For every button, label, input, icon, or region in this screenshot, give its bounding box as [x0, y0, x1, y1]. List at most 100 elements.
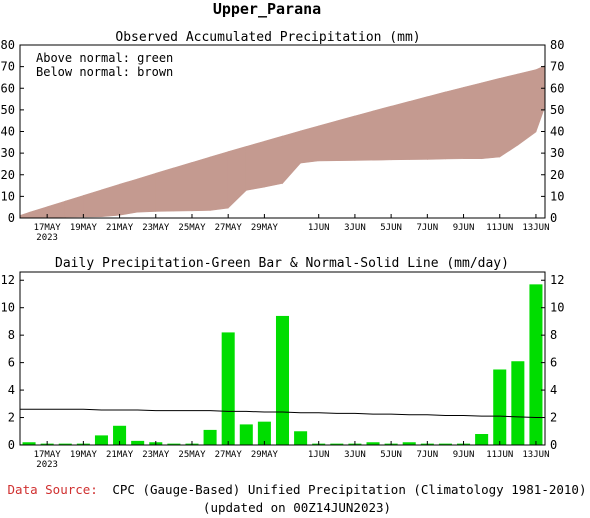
x-tick-label: 25MAY: [178, 450, 206, 460]
y-tick-label-left: 8: [8, 328, 15, 342]
x-tick-label: 23MAY: [142, 450, 170, 460]
below-normal-area: [83, 189, 102, 218]
below-normal-area: [28, 206, 48, 219]
below-normal-area: [173, 162, 193, 212]
y-tick-label-right: 50: [550, 103, 564, 117]
below-normal-area: [209, 151, 229, 211]
y-tick-label-left: 2: [8, 411, 15, 425]
below-normal-area: [191, 156, 211, 212]
x-tick-label: 9JUN: [453, 450, 475, 460]
y-tick-label-left: 10: [1, 189, 15, 203]
below-normal-area: [155, 167, 175, 212]
y-tick-label-right: 60: [550, 81, 564, 95]
y-tick-label-right: 40: [550, 125, 564, 139]
below-normal-area: [517, 69, 537, 146]
daily-bar: [330, 443, 344, 445]
x-tick-label: 29MAY: [251, 450, 279, 460]
below-normal-area: [46, 200, 66, 218]
x-tick-label: 7JUN: [416, 223, 438, 233]
source-text: CPC (Gauge-Based) Unified Precipitation …: [112, 482, 586, 497]
below-normal-area: [227, 146, 247, 209]
source-label: Data Source:: [8, 482, 98, 497]
below-normal-area: [390, 101, 410, 161]
daily-bar: [366, 442, 380, 445]
daily-bar: [22, 442, 36, 445]
x-tick-label: 19MAY: [70, 450, 98, 460]
footer-updated: (updated on 00Z14JUN2023): [203, 500, 391, 515]
x-tick-label: 13JUN: [522, 450, 549, 460]
chart2-title: Daily Precipitation-Green Bar & Normal-S…: [55, 256, 509, 271]
daily-bar: [475, 434, 489, 445]
x-tick-label: 3JUN: [344, 223, 366, 233]
y-tick-label-right: 12: [550, 273, 564, 287]
y-tick-label-right: 70: [550, 60, 564, 74]
daily-bar: [402, 442, 416, 445]
chart2-frame: [19, 271, 546, 446]
below-normal-area: [300, 125, 320, 164]
x-tick-label: 11JUN: [486, 450, 513, 460]
daily-bar: [221, 332, 235, 445]
y-tick-label-right: 10: [550, 301, 564, 315]
y-tick-label-left: 6: [8, 356, 15, 370]
daily-bar: [131, 440, 145, 445]
chart2-bars: [20, 284, 543, 445]
below-normal-area: [445, 87, 464, 160]
y-tick-label-left: 70: [1, 60, 15, 74]
below-normal-area: [372, 105, 392, 161]
x-tick-label: 27MAY: [215, 223, 243, 233]
daily-bar: [529, 284, 543, 445]
y-tick-label-left: 10: [1, 301, 15, 315]
y-tick-label-right: 8: [550, 328, 557, 342]
y-tick-label-left: 60: [1, 81, 15, 95]
x-tick-label: 3JUN: [344, 450, 366, 460]
x-tick-label: 5JUN: [380, 450, 402, 460]
accumulated-precip-chart: Observed Accumulated Precipitation (mm) …: [1, 30, 565, 243]
y-tick-label-left: 50: [1, 103, 15, 117]
below-normal-area: [245, 140, 265, 191]
below-normal-area: [499, 73, 519, 158]
x-tick-label: 17MAY: [34, 450, 62, 460]
below-normal-area: [264, 135, 283, 188]
daily-bar: [493, 369, 507, 445]
y-tick-label-right: 0: [550, 211, 557, 225]
y-tick-label-right: 20: [550, 168, 564, 182]
chart1-frame: [19, 44, 546, 219]
below-normal-area: [463, 82, 482, 160]
daily-bar: [113, 425, 127, 445]
below-normal-area: [336, 115, 356, 161]
daily-bar: [275, 315, 290, 445]
chart1-areas: [19, 65, 546, 219]
y-tick-label-left: 4: [8, 383, 15, 397]
below-normal-area: [101, 183, 120, 218]
daily-bar: [94, 435, 108, 445]
x-tick-label: 9JUN: [453, 223, 475, 233]
x-tick-label: 17MAY: [34, 223, 62, 233]
daily-bar: [58, 443, 72, 445]
daily-bar: [167, 443, 181, 445]
chart1-annotation-below: Below normal: brown: [36, 65, 173, 79]
daily-bar: [239, 424, 253, 445]
below-normal-area: [119, 178, 138, 216]
x-tick-label: 21MAY: [106, 450, 134, 460]
daily-bar: [294, 431, 308, 445]
y-tick-label-left: 0: [8, 438, 15, 452]
y-tick-label-right: 80: [550, 38, 564, 52]
y-tick-label-left: 20: [1, 168, 15, 182]
below-normal-area: [137, 172, 157, 213]
daily-bar: [511, 361, 525, 445]
y-tick-label-right: 10: [550, 189, 564, 203]
below-normal-area: [318, 120, 338, 162]
y-tick-label-left: 80: [1, 38, 15, 52]
y-tick-label-right: 4: [550, 383, 557, 397]
below-normal-area: [427, 91, 446, 160]
y-tick-label-right: 30: [550, 146, 564, 160]
normal-line: [20, 408, 545, 419]
below-normal-area: [354, 110, 374, 161]
below-normal-area: [481, 77, 501, 160]
x-tick-label: 1JUN: [308, 450, 330, 460]
daily-bar: [203, 429, 217, 445]
below-normal-area: [282, 130, 301, 185]
